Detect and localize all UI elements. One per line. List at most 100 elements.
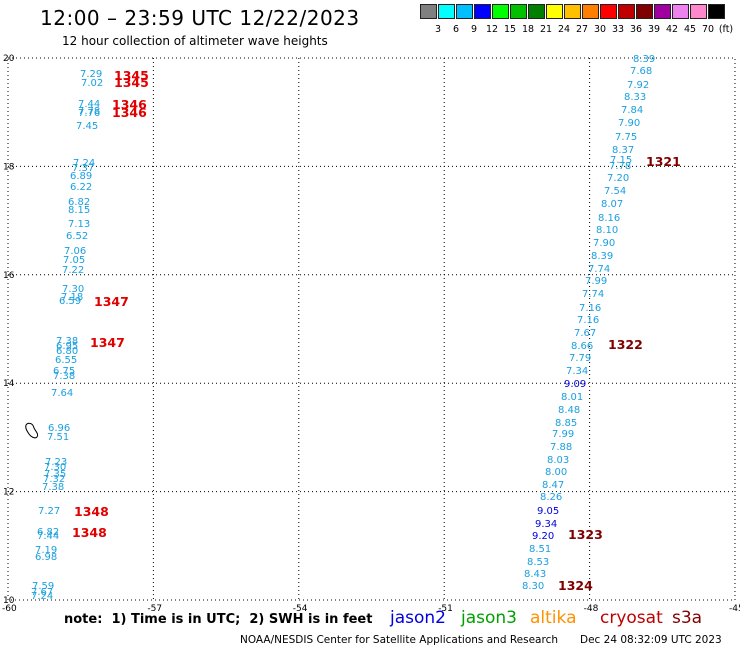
swh-value: 7.34 [566,366,588,377]
swh-value: 7.67 [31,587,53,598]
swh-value: 7.02 [81,78,103,89]
swh-value: 7.88 [550,442,572,453]
swh-value: 8.47 [542,480,564,491]
island-outline [25,422,39,439]
lat-tick-label: 20 [3,54,15,64]
scale-label: 15 [503,24,517,35]
swh-value: 7.67 [574,328,596,339]
scale-swatch [618,4,635,19]
lat-tick-label: 14 [3,379,15,389]
scale-swatch [492,4,509,19]
scale-swatch [546,4,563,19]
swh-value: 7.45 [76,121,98,132]
scale-swatch [510,4,527,19]
scale-label: 9 [470,24,478,35]
scale-swatch [420,4,437,19]
swh-value: 7.22 [62,265,84,276]
swh-value: 7.15 [610,155,632,166]
swh-value: 7.44 [78,99,100,110]
scale-swatch [654,4,671,19]
swh-value: 7.64 [51,388,73,399]
lat-tick-label: 10 [3,596,15,606]
swh-value: 7.84 [621,105,643,116]
swh-value: 7.29 [80,69,102,80]
swh-value: 7.38 [42,482,64,493]
swh-value: 6.75 [53,366,75,377]
swh-value: 9.09 [564,379,586,390]
scale-label: 33 [611,24,625,35]
swh-value: 6.52 [66,231,88,242]
swh-value: 8.39 [633,54,655,65]
swh-value: 8.66 [571,341,593,352]
scale-label: 36 [629,24,643,35]
swh-value: 8.51 [529,544,551,555]
timestamp: Dec 24 08:32:09 UTC 2023 [580,634,722,646]
mission-jason2: jason2 [390,608,446,628]
mission-altika: altika [530,608,577,628]
swh-value: 8.03 [547,455,569,466]
track-number: 1346 [112,97,147,112]
swh-value: 7.74 [588,264,610,275]
swh-value: 7.13 [68,219,90,230]
swh-value: 7.78 [609,161,631,172]
axis-tick-labels: -60 -57 -54 -51 -48 -45 20 18 16 14 12 10 [2,54,740,614]
scale-swatch [636,4,653,19]
scale-label: 27 [575,24,589,35]
swh-value: 7.18 [61,292,83,303]
track-number-labels: 1345134513461346134713471348134813211322… [72,68,681,593]
scale-label: 18 [521,24,535,35]
swh-value: 8.43 [524,569,546,580]
scale-label: 42 [665,24,679,35]
swh-value: 7.24 [73,158,95,169]
map-title: 12:00 – 23:59 UTC 12/22/2023 [40,6,360,30]
swh-value: 6.80 [56,346,78,357]
scale-label: 45 [683,24,697,35]
lon-tick-label: -48 [584,604,599,614]
map-subtitle: 12 hour collection of altimeter wave hei… [62,34,328,48]
track-number: 1347 [90,335,125,350]
scale-label: 39 [647,24,661,35]
track-number: 1345 [114,68,149,83]
swh-value: 7.76 [78,108,100,119]
swh-value: 7.51 [47,432,69,443]
scale-swatch [564,4,581,19]
track-number: 1321 [646,154,681,169]
track-number: 1348 [72,525,107,540]
west-track-values: 7.297.027.447.787.767.457.247.376.896.22… [31,69,103,602]
east-track-values: 8.397.687.928.337.847.907.758.377.157.78… [522,54,655,592]
scale-swatch [672,4,689,19]
track-number: 1322 [608,337,643,352]
footer-note: note: 1) Time is in UTC; 2) SWH is in fe… [64,612,373,627]
scale-label: 30 [593,24,607,35]
scale-swatch [708,4,725,19]
swh-value: 8.00 [545,467,567,478]
swh-value: 8.33 [624,92,646,103]
swh-value: 7.24 [31,591,53,602]
swh-value: 7.30 [62,284,84,295]
mission-cryosat: cryosat [600,608,663,628]
lon-tick-label: -60 [2,604,17,614]
track-number: 1345 [114,75,149,90]
track-number: 1347 [94,294,129,309]
swh-value: 8.16 [598,213,620,224]
lat-lon-grid [7,57,736,601]
track-number: 1346 [112,105,147,120]
scale-swatch [690,4,707,19]
swh-value: 6.55 [55,355,77,366]
swh-value: 8.85 [555,418,577,429]
swh-value: 7.44 [37,531,59,542]
mission-jason3: jason3 [461,608,517,628]
track-number: 1348 [74,504,109,519]
scale-label: 12 [485,24,499,35]
swh-value: 7.78 [78,106,100,117]
swh-value: 7.16 [577,315,599,326]
swh-value: 7.59 [32,581,54,592]
scale-label: 21 [539,24,553,35]
swh-value: 7.68 [630,66,652,77]
scale-swatch [600,4,617,19]
scale-swatch [582,4,599,19]
swh-value: 7.16 [579,303,601,314]
swh-value: 7.99 [552,429,574,440]
map-frame [7,57,736,601]
